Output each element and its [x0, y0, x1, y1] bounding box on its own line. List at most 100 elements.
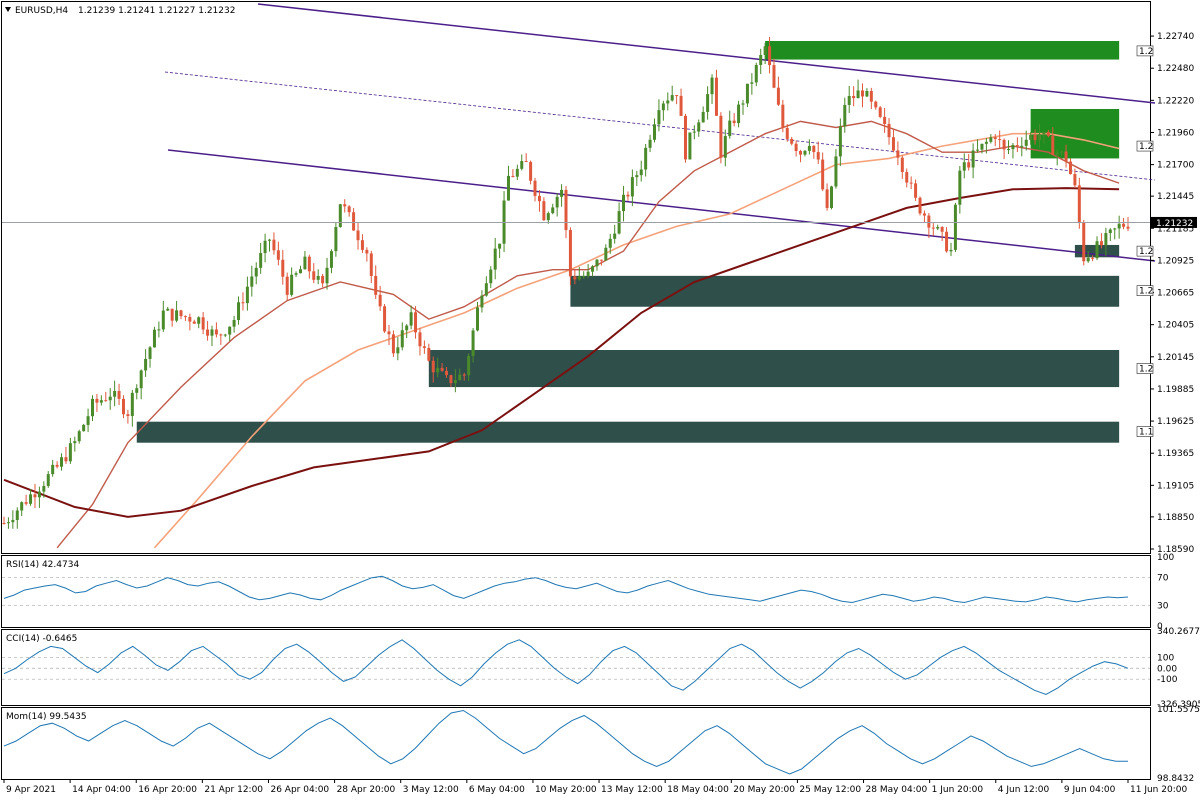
dropdown-triangle-icon[interactable] [5, 7, 11, 12]
candle-body [228, 326, 232, 335]
candle-body [737, 104, 741, 124]
candle-body [648, 139, 652, 148]
candle-body [599, 259, 603, 261]
candle-body [714, 77, 718, 116]
cci-tick-label: 100 [1157, 653, 1174, 663]
candle-body [754, 64, 758, 83]
time-tick-label: 16 Apr 20:00 [138, 785, 197, 795]
candle-body [874, 101, 878, 108]
candle-body [940, 227, 944, 232]
candle-body [683, 115, 687, 160]
candle-body [1015, 145, 1019, 147]
cci-panel[interactable] [1, 629, 1151, 706]
candle-body [11, 520, 15, 523]
candle-body [400, 330, 404, 348]
candle-body [214, 329, 218, 335]
candle-body [86, 416, 90, 425]
price-tick-label: 1.20145 [1157, 353, 1194, 363]
candle-body [533, 180, 537, 196]
time-tick-label: 6 May 04:00 [469, 785, 525, 795]
candle-body [812, 145, 816, 153]
candle-body [971, 150, 975, 168]
candle-body [790, 138, 794, 144]
time-tick-label: 26 Apr 04:00 [270, 785, 329, 795]
candle-body [976, 149, 980, 151]
candle-body [697, 122, 701, 132]
candle-body [170, 308, 174, 321]
candle-body [692, 131, 696, 133]
candle-body [365, 249, 369, 254]
candle-body [139, 370, 143, 389]
candle-body [307, 256, 311, 272]
candle-body [989, 137, 993, 142]
price-tick-label: 1.22480 [1157, 64, 1194, 74]
candle-body [46, 474, 50, 486]
candle-body [378, 294, 382, 307]
candle-body [967, 162, 971, 168]
candle-body [807, 145, 811, 151]
candle-body [427, 347, 431, 361]
candle-body [369, 253, 373, 276]
candle-body [391, 334, 395, 354]
time-tick-label: 3 May 12:00 [403, 785, 459, 795]
candle-body [586, 271, 590, 276]
candle-body [1068, 161, 1072, 175]
candle-body [6, 522, 10, 524]
candle-body [582, 275, 586, 277]
price-tick-label: 1.21700 [1157, 161, 1194, 171]
candle-body [799, 151, 803, 155]
candle-body [622, 194, 626, 212]
time-tick-label: 20 May 20:00 [733, 785, 795, 795]
candle-body [949, 249, 953, 252]
price-tick-label: 1.21185 [1157, 224, 1194, 234]
candle-body [37, 491, 41, 498]
candle-body [511, 175, 515, 177]
candle-body [24, 502, 28, 504]
candle-body [604, 247, 608, 261]
candle-body [1064, 151, 1068, 162]
candle-body [719, 115, 723, 158]
candle-body [268, 239, 272, 241]
candle-body [68, 443, 72, 462]
candle-body [591, 266, 595, 272]
price-tick-label: 1.19105 [1157, 481, 1194, 491]
candle-body [1024, 139, 1028, 146]
candle-body [108, 396, 112, 401]
candle-body [1095, 241, 1099, 259]
candle-body [1046, 131, 1050, 136]
candle-body [821, 159, 825, 190]
candle-body [816, 152, 820, 160]
candle-body [666, 100, 670, 104]
candle-body [440, 367, 444, 371]
rsi-title: RSI(14) 42.4734 [6, 560, 79, 570]
candle-body [414, 312, 418, 333]
candle-body [577, 276, 581, 280]
candle-body [489, 269, 493, 284]
candle-body [1073, 174, 1077, 186]
candle-body [42, 485, 46, 492]
candle-body [900, 157, 904, 172]
rsi-tick-label: 0 [1157, 622, 1163, 632]
main-chart-panel[interactable] [1, 1, 1151, 554]
candle-body [613, 233, 617, 239]
candle-body [484, 283, 488, 296]
candle-body [542, 201, 546, 221]
candle-body [458, 374, 462, 381]
candle-body [1099, 241, 1103, 246]
mom-panel[interactable] [1, 707, 1151, 780]
candle-body [29, 494, 33, 504]
candle-body [2, 523, 6, 525]
candle-body [524, 161, 528, 163]
edge-label-box [1136, 140, 1154, 152]
edge-label-text: 1.2 [1139, 365, 1153, 375]
candle-body [316, 275, 320, 280]
candle-body [688, 132, 692, 160]
candle-body [210, 329, 214, 336]
rsi-panel[interactable] [1, 555, 1151, 628]
channel-mid-line [164, 71, 1156, 181]
candle-body [555, 196, 559, 208]
time-tick-label: 28 May 04:00 [866, 785, 928, 795]
candle-body [515, 168, 519, 177]
candle-body [644, 147, 648, 170]
candle-body [635, 175, 639, 178]
